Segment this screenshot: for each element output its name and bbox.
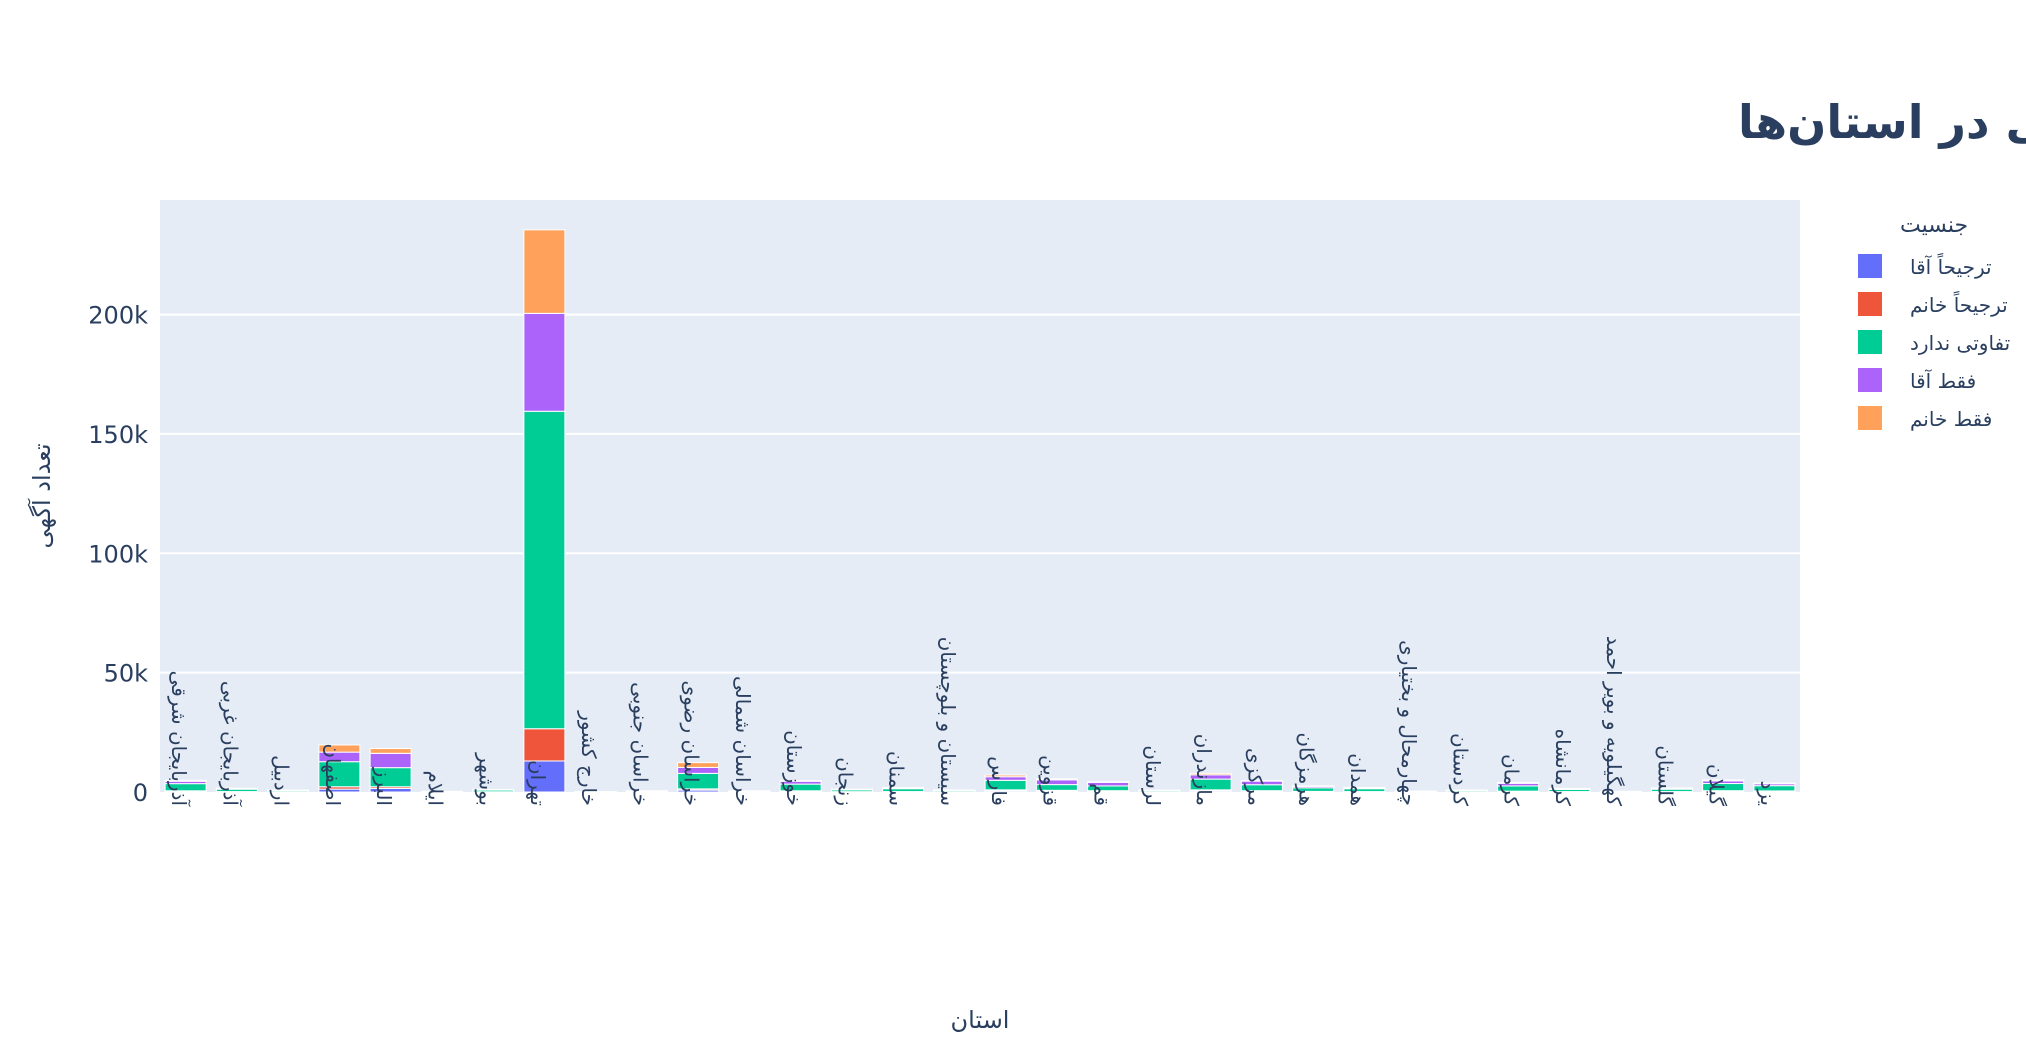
legend-swatch[interactable] [1858, 254, 1882, 278]
y-axis-title: تعداد آگهی [27, 444, 56, 549]
x-tick-label: هرمزگان [1295, 732, 1319, 806]
x-tick-label: گلستان [1653, 745, 1677, 806]
x-tick-label: قزوین [1038, 755, 1062, 806]
plot-area [160, 200, 1800, 792]
bar-segment[interactable] [1189, 772, 1232, 776]
legend-title: جنسیت [1900, 213, 1968, 238]
x-tick-label: چهارمحال و بختیاری [1397, 640, 1421, 806]
x-tick-label: سمنان [885, 751, 909, 806]
bar-segment[interactable] [369, 748, 412, 754]
legend[interactable]: جنسیت ترجیحاً آقا ترجیحاً خانم تفاوتی ندار… [1858, 213, 2010, 431]
x-axis: آذربایجان شرقی آذربایجان غربی اردبیل اصفهان… [167, 636, 1780, 808]
legend-swatch[interactable] [1858, 406, 1882, 430]
bar-segment[interactable] [523, 229, 566, 314]
x-tick-label: خارج کشور [577, 710, 601, 806]
x-tick-label: آذربایجان شرقی [167, 671, 192, 808]
bars [164, 229, 1796, 793]
x-tick-label: گیلان [1705, 764, 1729, 807]
y-axis: 0 50k 100k 150k 200k [88, 302, 148, 807]
chart-title: ترجیحات جنسیتی در استان‌ها [1738, 95, 2026, 149]
legend-swatch[interactable] [1858, 292, 1882, 316]
y-tick-label: 150k [88, 421, 148, 449]
y-tick-label: 200k [88, 302, 148, 330]
x-tick-label: البرز [372, 767, 396, 806]
x-tick-label: قم [1090, 783, 1114, 806]
x-axis-title: استان [951, 1006, 1010, 1034]
bar-segment[interactable] [164, 779, 207, 782]
y-tick-label: 0 [133, 779, 148, 807]
bar-segment[interactable] [1240, 779, 1283, 782]
bar-segment[interactable] [1087, 781, 1130, 783]
x-tick-label: فارس [987, 756, 1011, 806]
x-tick-label: خراسان شمالی [731, 676, 755, 806]
legend-item-label[interactable]: فقط آقا [1910, 368, 1976, 393]
bar-segment[interactable] [318, 744, 361, 753]
x-tick-label: همدان [1346, 753, 1370, 806]
gridlines [160, 313, 1800, 674]
x-tick-label: اردبیل [270, 755, 294, 806]
bar-segment[interactable] [523, 312, 566, 412]
x-tick-label: کهگیلویه و بویر احمد [1602, 636, 1626, 807]
bar-segment[interactable] [523, 728, 566, 762]
legend-item-label[interactable]: ترجیحاً آقا [1910, 253, 1992, 279]
x-tick-label: تهران [526, 760, 550, 806]
legend-item-label[interactable]: فقط خانم [1910, 407, 1992, 431]
x-tick-label: خوزستان [782, 730, 806, 806]
legend-item-label[interactable]: تفاوتی ندارد [1910, 331, 2010, 355]
bar-segment[interactable] [1753, 782, 1796, 785]
bar-segment[interactable] [984, 774, 1027, 778]
x-tick-label: خراسان رضوی [680, 681, 704, 806]
x-tick-label: مازندران [1192, 734, 1216, 806]
x-tick-label: سیستان و بلوچستان [936, 637, 960, 806]
x-tick-label: کرمان [1500, 754, 1524, 807]
bar-segment[interactable] [1035, 778, 1078, 781]
x-tick-label: لرستان [1141, 745, 1165, 806]
x-tick-label: یزد [1756, 780, 1780, 806]
x-tick-label: ایلام [423, 771, 447, 806]
bar-segment[interactable] [779, 780, 822, 782]
x-tick-label: کردستان [1448, 733, 1472, 807]
bar-segment[interactable] [369, 752, 412, 769]
x-tick-label: خراسان جنوبی [628, 682, 652, 806]
y-tick-label: 50k [104, 660, 149, 688]
bar-segment[interactable] [1497, 782, 1540, 784]
x-tick-label: بوشهر [475, 752, 499, 806]
legend-swatch[interactable] [1858, 330, 1882, 354]
bar-segment[interactable] [1702, 779, 1745, 782]
legend-item-label[interactable]: ترجیحاً خانم [1910, 291, 2008, 317]
y-tick-label: 100k [88, 540, 148, 568]
x-tick-label: اصفهان [321, 743, 345, 806]
legend-swatch[interactable] [1858, 368, 1882, 392]
x-tick-label: کرمانشاه [1551, 729, 1575, 807]
bar-segment[interactable] [677, 762, 720, 768]
x-tick-label: زنجان [833, 757, 857, 806]
bar-segment[interactable] [318, 761, 361, 788]
bar-segment[interactable] [523, 410, 566, 730]
x-tick-label: مرکزی [1243, 748, 1267, 806]
bar-segment[interactable] [523, 760, 566, 793]
x-tick-label: آذربایجان غربی [218, 681, 243, 808]
